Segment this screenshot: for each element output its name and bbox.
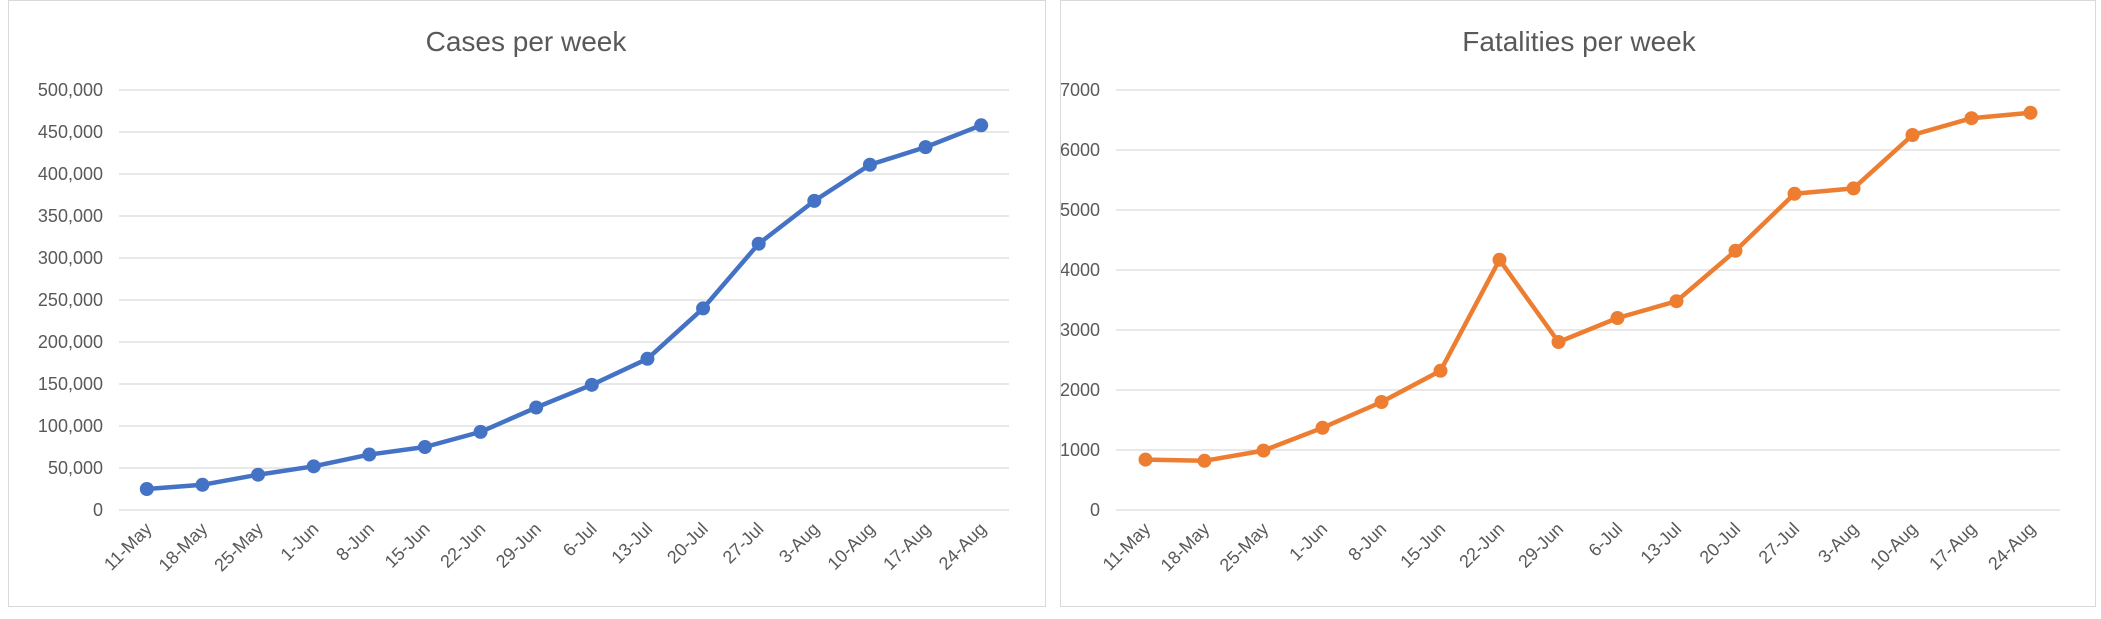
x-tick-label: 17-Aug	[879, 519, 934, 574]
data-point	[807, 193, 822, 208]
x-tick-label: 24-Aug	[1984, 519, 2039, 574]
data-point	[529, 400, 544, 415]
data-point	[251, 467, 266, 482]
x-tick-label: 15-Jun	[381, 519, 434, 572]
data-point	[640, 351, 655, 366]
x-tick-label: 6-Jul	[1585, 519, 1627, 561]
chart-title: Fatalities per week	[1462, 26, 1696, 57]
x-tick-label: 20-Jul	[1696, 519, 1745, 568]
x-tick-label: 13-Jul	[1637, 519, 1686, 568]
y-tick-label: 0	[93, 500, 103, 520]
data-point	[417, 440, 432, 454]
x-tick-label: 27-Jul	[719, 519, 768, 568]
data-point	[1905, 128, 1920, 142]
x-tick-label: 24-Aug	[935, 519, 990, 574]
y-tick-label: 6000	[1061, 140, 1100, 160]
series-line	[144, 123, 984, 492]
x-tick-label: 1-Jun	[1285, 519, 1331, 565]
x-tick-label: 8-Jun	[332, 519, 378, 565]
series-line	[1143, 110, 2033, 464]
data-point	[1374, 395, 1389, 409]
y-tick-label: 350,000	[38, 206, 103, 226]
x-tick-label: 29-Jun	[1514, 519, 1567, 572]
y-tick-label: 200,000	[38, 332, 103, 352]
x-tick-label: 15-Jun	[1396, 519, 1449, 572]
y-tick-label: 450,000	[38, 122, 103, 142]
x-tick-label: 3-Aug	[1814, 519, 1862, 567]
y-tick-label: 250,000	[38, 290, 103, 310]
y-tick-label: 4000	[1061, 260, 1100, 280]
data-point	[1315, 420, 1330, 435]
data-point	[195, 477, 210, 492]
data-point	[362, 447, 377, 462]
fatalities-chart: Fatalities per week 0 1000 2000 3000 4000 500…	[1061, 26, 2060, 576]
y-tick-label: 0	[1090, 500, 1100, 520]
chart-title: Cases per week	[426, 26, 628, 57]
y-tick-label: 1000	[1061, 440, 1100, 460]
data-point	[1787, 186, 1802, 201]
data-point	[1197, 453, 1212, 468]
data-point	[1551, 335, 1566, 349]
x-tick-label: 18-May	[1157, 519, 1214, 576]
data-point	[1669, 294, 1684, 309]
data-point	[862, 157, 877, 172]
data-point	[751, 236, 766, 251]
y-tick-label: 150,000	[38, 374, 103, 394]
cases-chart: Cases per week 0 50,000 100,000 150,000 200,…	[38, 26, 1009, 576]
data-point	[1964, 111, 1979, 126]
x-tick-label: 11-May	[100, 519, 156, 575]
x-tick-label: 6-Jul	[559, 519, 601, 561]
data-point	[306, 459, 321, 474]
y-tick-label: 300,000	[38, 248, 103, 268]
data-point	[696, 301, 711, 316]
data-point	[2023, 105, 2038, 120]
data-point	[473, 424, 488, 439]
x-tick-label: 8-Jun	[1344, 519, 1390, 565]
data-point	[1138, 452, 1153, 467]
x-tick-label: 17-Aug	[1925, 519, 1980, 574]
data-point	[1433, 363, 1448, 378]
x-tick-label: 13-Jul	[607, 519, 656, 568]
data-point	[1846, 181, 1861, 196]
x-tick-label: 10-Aug	[1866, 519, 1921, 574]
data-point	[584, 377, 599, 392]
data-point	[1256, 443, 1271, 458]
data-point	[139, 482, 154, 496]
y-tick-label: 3000	[1061, 320, 1100, 340]
x-tick-label: 27-Jul	[1755, 519, 1804, 568]
fatalities-chart-panel: Fatalities per week 0 1000 2000 3000 4000 500…	[1060, 0, 2096, 607]
x-tick-label: 20-Jul	[663, 519, 712, 568]
data-point	[1728, 243, 1743, 258]
x-tick-label: 1-Jun	[277, 519, 323, 565]
x-tick-label: 22-Jun	[1455, 519, 1508, 572]
x-tick-label: 3-Aug	[775, 519, 823, 567]
x-tick-label: 18-May	[155, 519, 212, 576]
data-point	[974, 118, 989, 133]
x-tick-label: 22-Jun	[436, 519, 489, 572]
y-tick-label: 5000	[1061, 200, 1100, 220]
data-point	[918, 140, 933, 155]
y-tick-label: 2000	[1061, 380, 1100, 400]
x-tick-label: 11-May	[1099, 519, 1155, 575]
x-tick-label: 25-May	[210, 519, 267, 576]
y-tick-label: 100,000	[38, 416, 103, 436]
y-tick-label: 50,000	[48, 458, 103, 478]
data-point	[1492, 252, 1507, 267]
y-tick-label: 7000	[1061, 80, 1100, 100]
cases-chart-panel: Cases per week 0 50,000 100,000 150,000 200,…	[8, 0, 1046, 607]
x-tick-label: 10-Aug	[824, 519, 879, 574]
x-tick-label: 29-Jun	[492, 519, 545, 572]
y-tick-label: 400,000	[38, 164, 103, 184]
y-tick-label: 500,000	[38, 80, 103, 100]
data-point	[1610, 311, 1625, 325]
x-tick-label: 25-May	[1216, 519, 1273, 576]
